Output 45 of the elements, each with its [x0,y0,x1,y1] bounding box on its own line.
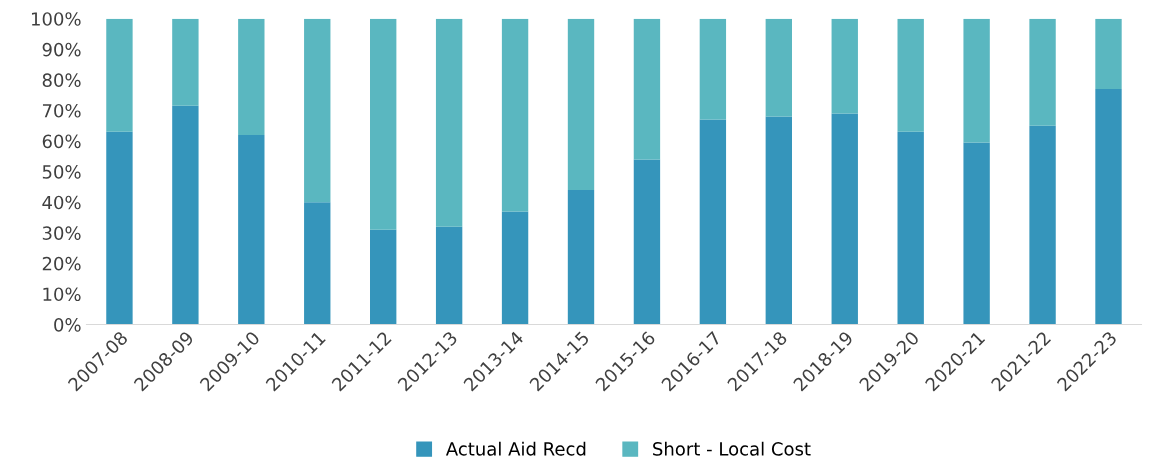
bar [106,18,133,132]
y-tick-label: 20% [42,256,81,271]
bar [435,226,463,325]
y-tick-label: 90% [42,42,81,57]
bar [370,229,397,325]
bar [501,211,529,325]
y-tick-label: 60% [42,134,81,149]
bar [106,131,133,325]
y-tick-label: 80% [42,73,81,87]
bar [304,202,331,325]
bar [1029,125,1056,325]
legend-label: Actual Aid Recd [445,441,586,456]
bar [1095,89,1122,325]
bar [699,119,727,325]
legend-label: Short - Local Cost [653,441,811,456]
bar [238,18,265,135]
bar [633,159,661,325]
y-tick-label: 50% [42,165,81,179]
bar [172,18,199,106]
y-tick-label: 10% [43,287,81,302]
bar [633,18,661,160]
bar [370,18,397,230]
bar [831,113,858,325]
y-tick-label: 30% [42,226,81,240]
bar [897,131,924,325]
bar [501,18,529,212]
bar [897,18,924,132]
bar [172,105,199,325]
bar [1029,18,1056,126]
bar [567,18,595,190]
y-tick-label: 40% [42,195,81,210]
bar [765,116,792,325]
bar [435,18,463,227]
bar [238,134,265,325]
bar [963,142,990,325]
bar [963,18,990,143]
bar [699,18,727,120]
y-tick-label: 70% [42,103,81,118]
bar [304,18,331,203]
y-tick-label: 0% [54,318,81,332]
y-tick-label: 100% [31,12,81,26]
bar [1095,18,1122,90]
bar [831,18,858,114]
bar [765,18,792,117]
bar [567,189,595,325]
